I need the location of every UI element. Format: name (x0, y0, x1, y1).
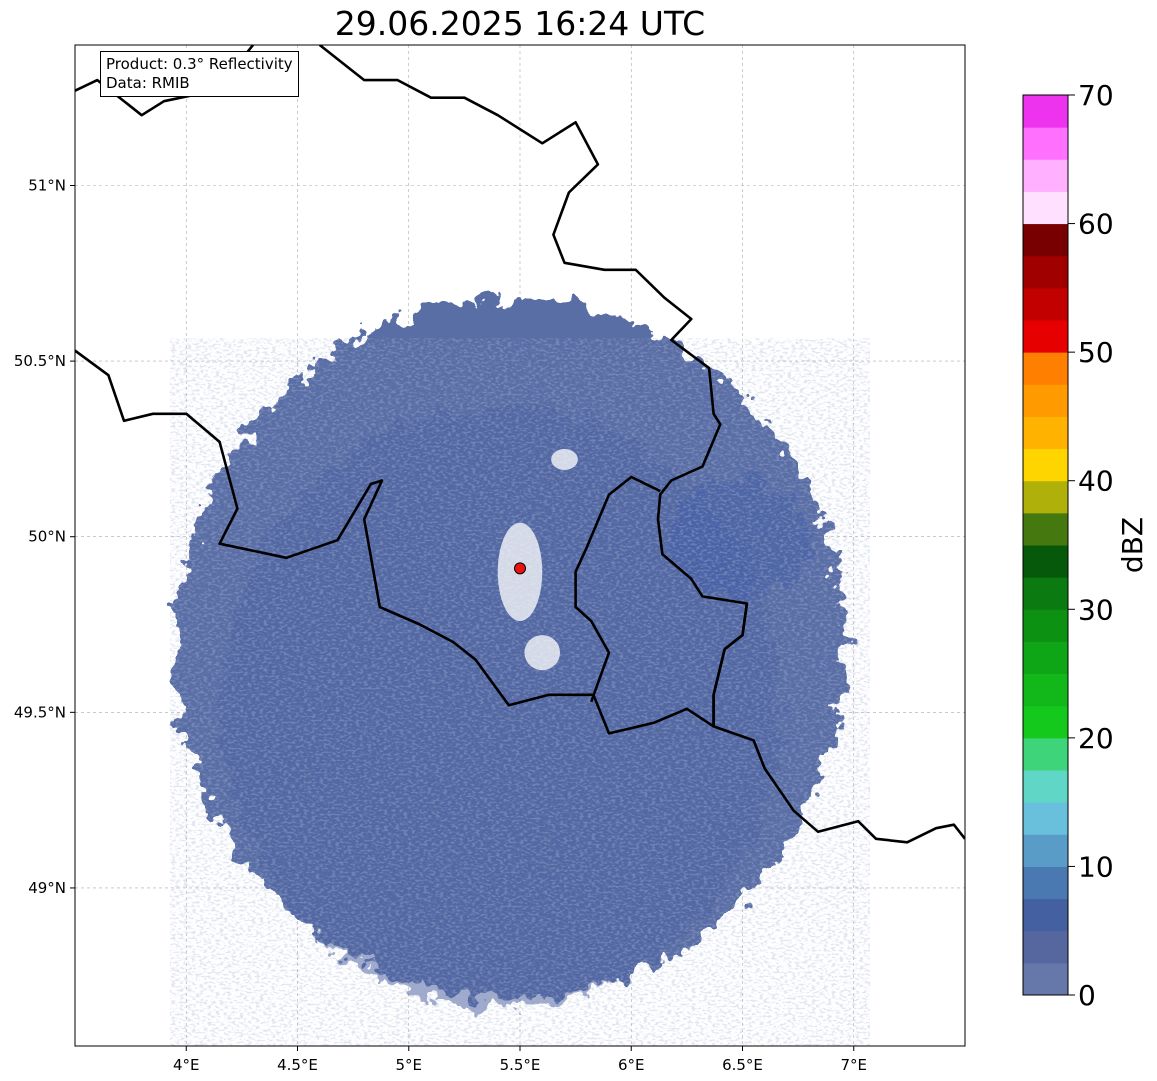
colorbar-segment (1023, 95, 1068, 128)
colorbar-tick-label: 60 (1078, 208, 1114, 241)
colorbar-segment (1023, 930, 1068, 964)
colorbar-segment (1023, 898, 1068, 932)
colorbar-segment (1023, 641, 1068, 675)
product-label: Product: 0.3° Reflectivity (106, 55, 293, 73)
colorbar-segment (1023, 866, 1068, 900)
colorbar-segment (1023, 448, 1068, 482)
latitude-ticks: 51°N 50.5°N 50°N 49.5°N 49°N (14, 176, 75, 897)
country-borders (75, 45, 965, 844)
colorbar-segment (1023, 191, 1068, 225)
radar-map: 4°E 4.5°E 5°E 5.5°E 6°E 6.5°E 7°E 51°N 50.5°N 50… (14, 44, 966, 1074)
colorbar-segment (1023, 770, 1068, 803)
colorbar-tick-label: 70 (1078, 80, 1114, 112)
lon-tick-label: 6°E (618, 1056, 645, 1074)
colorbar-tick-label: 30 (1078, 593, 1114, 626)
lon-tick-label: 4°E (173, 1056, 200, 1074)
colorbar-segment (1023, 416, 1068, 450)
data-source-label: Data: RMIB (106, 74, 190, 92)
border-line (75, 349, 715, 735)
map-title: 29.06.2025 16:24 UTC (334, 4, 706, 43)
colorbar-segment (1023, 577, 1068, 610)
colorbar-segment (1023, 609, 1068, 642)
colorbar-label: dBZ (1116, 517, 1149, 573)
colorbar-tick-label: 50 (1078, 336, 1114, 369)
colorbar-segment (1023, 287, 1068, 321)
colorbar-segment (1023, 384, 1068, 417)
colorbar-segment (1023, 159, 1068, 192)
colorbar: 0 10 20 30 40 50 60 70 dBZ (1022, 80, 1149, 1012)
echo-clear-patch (524, 635, 561, 671)
colorbar-segment (1023, 705, 1068, 739)
lat-tick-label: 50°N (28, 528, 66, 546)
border-line (574, 475, 661, 703)
echo-clear-patch (551, 448, 578, 470)
longitude-ticks: 4°E 4.5°E 5°E 5.5°E 6°E 6.5°E 7°E (173, 1046, 867, 1074)
lat-tick-label: 49.5°N (14, 703, 66, 721)
colorbar-segment (1023, 545, 1068, 578)
colorbar-segment (1023, 127, 1068, 160)
lon-tick-label: 5°E (395, 1056, 422, 1074)
colorbar-segment (1023, 480, 1068, 514)
colorbar-segments (1023, 95, 1068, 996)
colorbar-segment (1023, 512, 1068, 546)
colorbar-segment (1023, 802, 1068, 835)
lat-tick-label: 49°N (28, 879, 66, 897)
colorbar-ticks: 0 10 20 30 40 50 60 70 (1068, 80, 1114, 1012)
colorbar-tick-label: 20 (1078, 722, 1114, 755)
lat-tick-label: 50.5°N (14, 352, 66, 370)
colorbar-segment (1023, 673, 1068, 707)
colorbar-frame (1022, 94, 1069, 996)
colorbar-tick-label: 40 (1078, 465, 1114, 498)
lon-tick-label: 4.5°E (277, 1056, 318, 1074)
lon-tick-label: 7°E (840, 1056, 867, 1074)
colorbar-tick-label: 10 (1078, 850, 1114, 883)
border-line (712, 603, 749, 727)
reflectivity-echo (170, 298, 870, 1046)
lat-tick-label: 51°N (28, 176, 66, 194)
product-info-box: Product: 0.3° Reflectivity Data: RMIB (100, 51, 299, 97)
colorbar-tick-label: 0 (1078, 979, 1096, 1012)
colorbar-segment (1023, 352, 1068, 385)
radar-site-marker (514, 562, 526, 575)
lon-tick-label: 6.5°E (722, 1056, 763, 1074)
colorbar-segment (1023, 255, 1068, 289)
colorbar-segment (1023, 737, 1068, 771)
radar-site-dot (514, 562, 526, 575)
colorbar-segment (1023, 223, 1068, 257)
colorbar-segment (1023, 962, 1068, 996)
colorbar-segment (1023, 320, 1068, 353)
colorbar-segment (1023, 834, 1068, 867)
lon-tick-label: 5.5°E (500, 1056, 541, 1074)
border-line (318, 45, 965, 844)
echo-speckle (170, 338, 870, 1046)
